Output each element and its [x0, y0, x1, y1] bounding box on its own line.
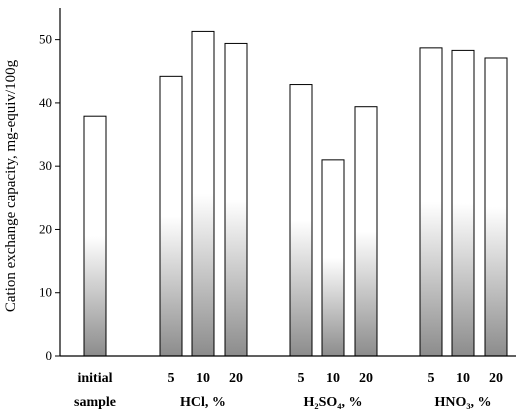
- group-label: HCl, %: [180, 395, 226, 410]
- y-tick-label: 0: [46, 348, 53, 363]
- y-tick-label: 20: [39, 221, 52, 236]
- group-label: sample: [74, 395, 116, 410]
- bar: [484, 57, 508, 357]
- bars: [83, 30, 508, 357]
- y-tick-label: 10: [39, 285, 52, 300]
- bar: [321, 159, 345, 357]
- bar-tick-label: 20: [229, 371, 243, 386]
- y-tick-label: 40: [39, 95, 52, 110]
- bar-tick-label: 10: [326, 371, 340, 386]
- bar-tick-label: 5: [428, 371, 435, 386]
- bar: [191, 30, 215, 357]
- group-label: initial: [77, 371, 112, 386]
- group-label: HNO₃, %: [434, 395, 491, 410]
- bar-tick-label: 5: [298, 371, 305, 386]
- bar: [451, 49, 475, 357]
- y-tick-label: 50: [39, 32, 52, 47]
- bar: [224, 42, 248, 357]
- group-label: H₂SO₄, %: [304, 395, 363, 410]
- bar-tick-label: 20: [359, 371, 373, 386]
- bar-tick-label: 5: [168, 371, 175, 386]
- bar: [354, 106, 378, 357]
- y-tick-label: 30: [39, 158, 52, 173]
- y-axis-ticks: 0 10 20 30 40 50: [39, 32, 60, 363]
- bar: [83, 115, 107, 357]
- bar: [419, 47, 443, 357]
- bar-tick-label: 10: [456, 371, 470, 386]
- y-axis-title: Cation exchange capacity, mg-equiv/100g: [3, 59, 19, 312]
- bar-tick-label: 10: [196, 371, 210, 386]
- bar: [289, 84, 313, 357]
- bar-tick-label: 20: [489, 371, 503, 386]
- bar: [159, 75, 183, 357]
